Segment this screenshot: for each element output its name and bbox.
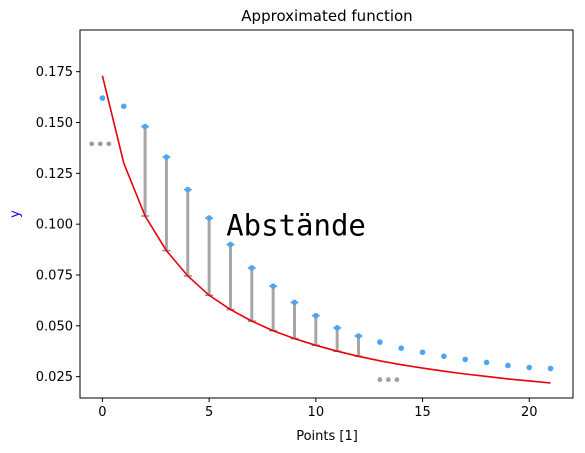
outlier-point <box>98 141 103 146</box>
measured-point <box>398 345 404 351</box>
measured-point <box>249 265 255 271</box>
x-tick-label: 10 <box>308 405 325 420</box>
chart-title: Approximated function <box>241 7 412 25</box>
measured-point <box>185 187 191 193</box>
outlier-point <box>386 377 391 382</box>
x-tick-label: 0 <box>98 405 106 420</box>
measured-point <box>121 103 127 109</box>
measured-point <box>228 242 234 248</box>
y-tick-label: 0.075 <box>36 268 73 283</box>
outlier-point <box>395 377 400 382</box>
measured-point <box>548 366 554 372</box>
measured-point <box>356 333 362 339</box>
measured-point <box>206 215 212 221</box>
y-tick-label: 0.175 <box>36 65 73 80</box>
measured-point <box>292 300 298 306</box>
y-tick-label: 0.125 <box>36 167 73 182</box>
y-tick-label: 0.050 <box>36 319 73 334</box>
measured-point <box>526 365 532 371</box>
y-tick-label: 0.025 <box>36 370 73 385</box>
plot-area: Abstände 0 5 10 15 20 0.025 0.050 0.075 0.100 0.12… <box>36 30 573 420</box>
measured-point <box>142 124 148 130</box>
measured-point <box>441 354 447 360</box>
measured-point <box>100 95 106 101</box>
measured-point <box>377 339 383 345</box>
y-tick-label: 0.100 <box>36 218 73 233</box>
measured-point <box>334 325 340 331</box>
outlier-point <box>89 141 94 146</box>
measured-point <box>505 363 511 369</box>
measured-point <box>313 313 319 319</box>
x-tick-label: 5 <box>205 405 213 420</box>
measured-point <box>270 283 276 289</box>
outlier-point <box>377 377 382 382</box>
y-tick-label: 0.150 <box>36 116 73 131</box>
x-tick-label: 15 <box>414 405 431 420</box>
outlier-point <box>106 141 111 146</box>
measured-point <box>484 360 490 366</box>
measured-point <box>420 349 426 355</box>
annotation-label: Abstände <box>226 208 366 242</box>
y-axis-label: y <box>8 210 23 218</box>
x-axis-label: Points [1] <box>296 429 358 444</box>
x-tick-label: 20 <box>521 405 538 420</box>
measured-point <box>462 357 468 363</box>
measured-point <box>164 154 170 160</box>
